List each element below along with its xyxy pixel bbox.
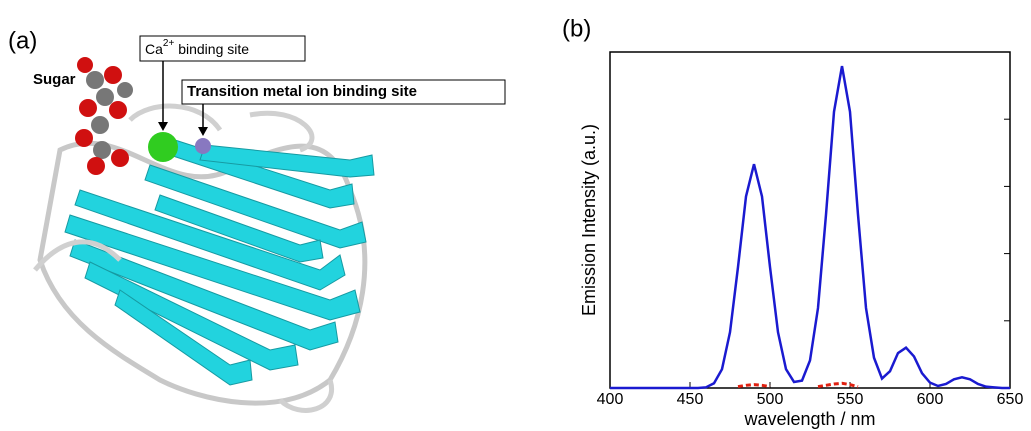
sugar-molecule	[75, 57, 133, 175]
ion: Ca	[145, 41, 163, 57]
x-tick-label: 450	[677, 391, 704, 408]
x-tick-label: 500	[757, 391, 784, 408]
figure: (a) Sugar Ca2+ binding site Tra	[0, 0, 1031, 431]
x-tick-label: 550	[837, 391, 864, 408]
y-axis-label: Emission Intensity (a.u.)	[579, 124, 599, 316]
metal-ion	[195, 138, 211, 154]
series-line	[738, 383, 858, 386]
protein-structure	[35, 57, 374, 410]
x-tick-label: 600	[917, 391, 944, 408]
arrow-head	[198, 127, 208, 136]
x-tick-label: 650	[997, 391, 1024, 408]
arrow-head	[158, 122, 168, 131]
calcium-ion	[148, 132, 178, 162]
panel-label: (a)	[8, 27, 37, 54]
sugar-label: Sugar	[33, 71, 76, 88]
panel-label: (b)	[562, 15, 591, 42]
series-line	[610, 66, 1010, 388]
charge: 2+	[163, 38, 175, 49]
x-axis-label: wavelength / nm	[743, 409, 875, 429]
text: binding site	[174, 41, 249, 57]
ca-label: Ca2+ binding site	[145, 38, 249, 57]
x-tick-label: 400	[597, 391, 624, 408]
metal-label: Transition metal ion binding site	[187, 83, 417, 100]
plot-frame	[610, 52, 1010, 388]
